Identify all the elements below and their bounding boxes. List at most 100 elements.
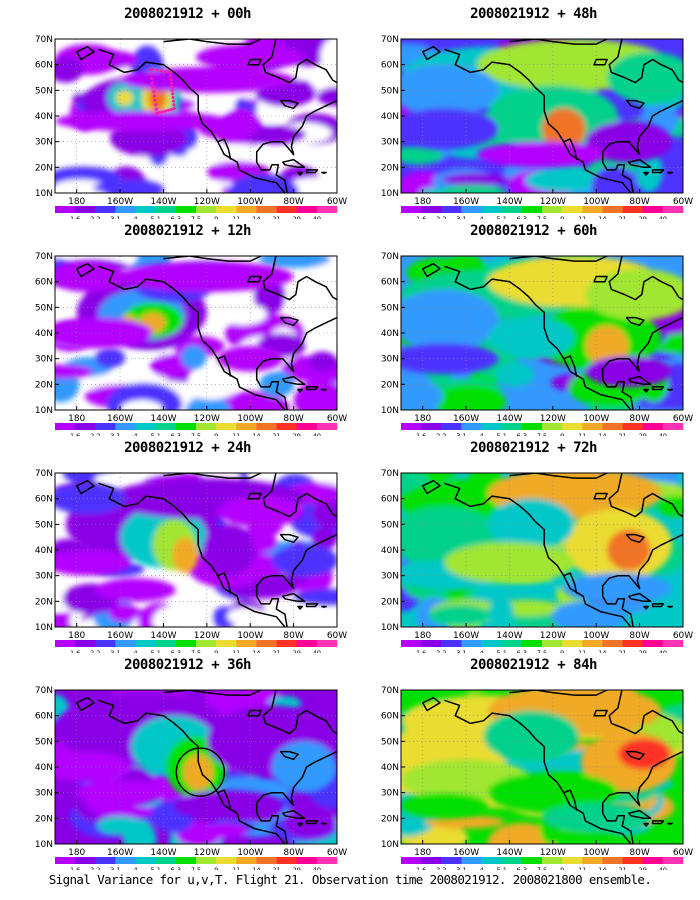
colorbar-label: 4 (134, 432, 138, 436)
colorbar-swatch (75, 206, 96, 213)
colorbar-swatch (461, 857, 482, 864)
x-tick-label: 60W (673, 848, 693, 858)
colorbar: 1.6 2.2 3.1 4 5.1 6.3 7.5 9 11 14 21 29 40 (401, 423, 684, 440)
colorbar-label: 7.5 (191, 866, 201, 870)
colorbar-swatch (95, 640, 116, 647)
colorbar-label: 40 (313, 432, 321, 436)
y-axis-ticks: 70N 60N 50N 40N 30N 20N 10N (35, 686, 59, 850)
colorbar-label: 4 (480, 649, 484, 653)
colorbar-label: 6.3 (517, 215, 527, 219)
colorbar-label: 14 (598, 432, 606, 436)
colorbar: 1.6 2.2 3.1 4 5.1 6.3 7.5 9 11 14 21 29 40 (401, 857, 684, 874)
colorbar-label: 1.6 (416, 432, 426, 436)
x-tick-label: 60W (327, 631, 347, 641)
x-tick-label: 180 (68, 197, 85, 207)
panel-title: 2008021912 + 12h (124, 223, 251, 239)
colorbar-label: 3.1 (456, 432, 466, 436)
colorbar-label: 40 (313, 866, 321, 870)
colorbar-label: 5.1 (497, 215, 507, 219)
colorbar-swatch (421, 857, 442, 864)
colorbar-label: 9 (560, 432, 564, 436)
variance-map: 70N 60N 50N 40N 30N 20N 10N 180 160W 140W 120W 100W… (381, 35, 693, 223)
colorbar-swatch (642, 423, 664, 430)
colorbar-swatch (501, 423, 523, 430)
y-axis-ticks: 70N 60N 50N 40N 30N 20N 10N (381, 686, 405, 850)
colorbar-swatch (662, 857, 684, 864)
y-tick-label: 60N (381, 495, 399, 505)
colorbar-label: 29 (639, 215, 647, 219)
colorbar-swatch (481, 640, 503, 647)
colorbar-label: 3.1 (456, 215, 466, 219)
colorbar-label: 7.5 (191, 649, 201, 653)
colorbar-label: 5.1 (497, 866, 507, 870)
colorbar-label: 29 (293, 215, 301, 219)
x-tick-label: 80W (629, 631, 649, 641)
colorbar-swatch (296, 423, 318, 430)
colorbar-label: 11 (578, 649, 586, 653)
y-tick-label: 20N (35, 814, 53, 824)
grid-lines (55, 473, 337, 627)
y-tick-label: 50N (35, 520, 53, 530)
colorbar-swatch (481, 857, 503, 864)
x-tick-label: 140W (496, 197, 522, 207)
map-panel: 2008021912 + 60h 70N 60N 50N 40N 30N 20N 10N 180… (366, 223, 700, 440)
y-tick-label: 60N (381, 278, 399, 288)
colorbar-swatch (501, 640, 523, 647)
colorbar-swatch (401, 423, 422, 430)
colorbar-label: 40 (659, 432, 667, 436)
y-tick-label: 40N (381, 763, 399, 773)
colorbar-swatch (602, 206, 623, 213)
colorbar-label: 9 (214, 866, 218, 870)
x-tick-label: 180 (68, 414, 85, 424)
y-tick-label: 10N (35, 623, 53, 633)
colorbar-swatch (316, 640, 338, 647)
colorbar-label: 9 (560, 215, 564, 219)
colorbar-label: 7.5 (537, 215, 547, 219)
colorbar-swatch (95, 423, 116, 430)
x-tick-label: 120W (194, 631, 220, 641)
colorbar-label: 11 (232, 215, 240, 219)
x-axis-ticks: 180 160W 140W 120W 100W 80W 60W (68, 406, 347, 424)
y-tick-label: 50N (381, 303, 399, 313)
colorbar-label: 2.2 (90, 215, 100, 219)
colorbar-swatch (135, 640, 157, 647)
colorbar-swatch (401, 857, 422, 864)
shaded-field (401, 39, 683, 193)
y-tick-label: 40N (381, 329, 399, 339)
colorbar-label: 11 (232, 649, 240, 653)
y-tick-label: 40N (35, 329, 53, 339)
colorbar-swatch (316, 857, 338, 864)
x-tick-label: 60W (673, 414, 693, 424)
colorbar-label: 21 (618, 215, 626, 219)
map-panel: 2008021912 + 24h 70N 60N 50N 40N 30N 20N 10N 180… (20, 440, 355, 657)
x-tick-label: 180 (68, 848, 85, 858)
colorbar-swatch (401, 206, 422, 213)
colorbar-swatch (642, 206, 664, 213)
x-axis-ticks: 180 160W 140W 120W 100W 80W 60W (68, 840, 347, 858)
x-tick-label: 140W (496, 414, 522, 424)
x-tick-label: 100W (583, 848, 609, 858)
panel-title: 2008021912 + 24h (124, 440, 251, 456)
colorbar-label: 7.5 (191, 215, 201, 219)
colorbar-label: 14 (252, 432, 260, 436)
x-tick-label: 140W (150, 631, 176, 641)
colorbar-swatch (175, 206, 197, 213)
y-tick-label: 10N (35, 406, 53, 416)
x-tick-label: 80W (283, 414, 303, 424)
y-axis-ticks: 70N 60N 50N 40N 30N 20N 10N (35, 252, 59, 416)
y-tick-label: 10N (381, 406, 399, 416)
x-tick-label: 180 (68, 631, 85, 641)
colorbar-label: 29 (639, 432, 647, 436)
map-panel: 2008021912 + 00h 70N 60N 50N 40N 30N 20N 10N 180… (20, 6, 355, 223)
y-tick-label: 20N (381, 163, 399, 173)
x-tick-label: 80W (283, 848, 303, 858)
grid-lines (55, 256, 337, 410)
colorbar-swatch (155, 423, 177, 430)
colorbar-label: 11 (232, 866, 240, 870)
colorbar-swatch (55, 640, 76, 647)
colorbar-swatch (256, 857, 277, 864)
colorbar-swatch (421, 206, 442, 213)
colorbar-swatch (421, 423, 442, 430)
y-tick-label: 70N (35, 252, 53, 262)
colorbar-swatch (441, 206, 462, 213)
